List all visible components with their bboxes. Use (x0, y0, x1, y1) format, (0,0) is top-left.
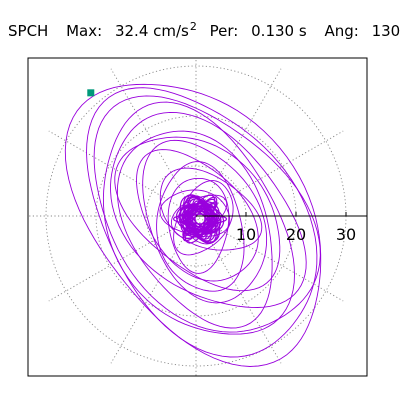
period-label: Per: (209, 22, 239, 40)
core-loop-39 (181, 205, 219, 233)
core-loop-36 (191, 210, 209, 228)
orbit-trace (64, 83, 322, 367)
core-loop-38 (184, 206, 216, 232)
orbit-loop-2 (86, 87, 318, 358)
max-point-marker (87, 89, 95, 97)
orbit-loop-14 (159, 189, 231, 237)
axis-tick-label-10: 10 (236, 225, 256, 244)
orbit-loop-6 (116, 130, 273, 329)
core-loop-27 (184, 198, 216, 240)
plot-frame (27, 57, 368, 377)
max-unit-exponent: 2 (189, 20, 197, 33)
axis-tick-label-30: 30 (336, 225, 356, 244)
core-loop-32 (191, 200, 209, 238)
orbit-loop-12 (167, 177, 230, 274)
period-value: 0.130 s (251, 22, 307, 40)
max-marker-layer (87, 89, 95, 97)
core-loop-34 (183, 196, 217, 242)
chart-header: SPCH Max: 32.4 cm/s2 Per: 0.130 s Ang: 1… (8, 20, 400, 40)
grid-spoke-120 (110, 68, 197, 217)
station-code: SPCH (8, 22, 49, 40)
orbit-loop-1 (64, 83, 322, 367)
orbit-loop-5 (110, 111, 307, 308)
core-loop-40 (178, 203, 222, 235)
max-value: 32.4 cm/s (114, 22, 189, 40)
orbit-loop-8 (142, 139, 268, 304)
orbit-loop-4 (102, 101, 295, 335)
angle-value: 130.5 (371, 22, 400, 40)
axis-tick-label-20: 20 (286, 225, 306, 244)
orbit-loop-10 (156, 161, 245, 292)
max-label: Max: (66, 22, 103, 40)
core-loop-37 (188, 208, 212, 230)
core-loop-33 (187, 198, 213, 240)
radial-axis: 10 20 30 (196, 212, 367, 244)
core-loop-28 (184, 194, 216, 244)
orbit-loop-9 (136, 149, 259, 282)
angle-label: Ang: (324, 22, 359, 40)
orbit-loop-7 (114, 136, 281, 292)
